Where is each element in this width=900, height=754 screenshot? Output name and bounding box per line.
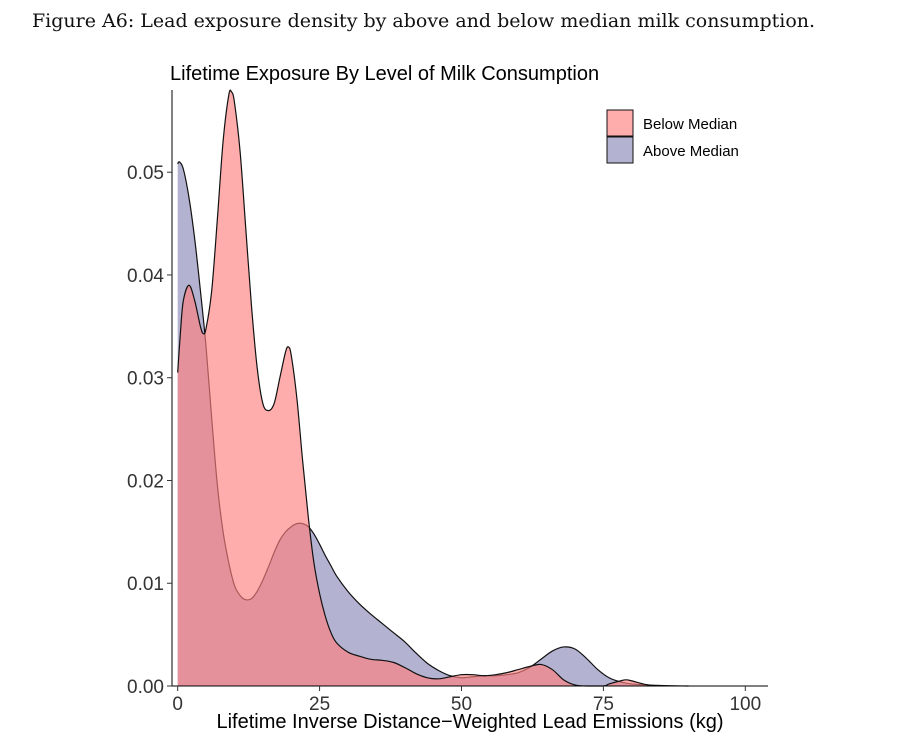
x-axis-label: Lifetime Inverse Distance−Weighted Lead …	[216, 711, 723, 733]
y-tick-label: 0.02	[127, 471, 164, 492]
x-tick-label: 0	[172, 694, 183, 715]
chart-title: Lifetime Exposure By Level of Milk Consu…	[170, 63, 599, 85]
y-tick-label: 0.03	[127, 369, 164, 390]
figure-caption: Figure A6: Lead exposure density by abov…	[32, 10, 816, 32]
y-tick-label: 0.01	[127, 574, 164, 595]
density-line-below-median	[177, 89, 655, 687]
x-tick-label: 50	[451, 694, 472, 715]
legend-label-below-median: Below Median	[643, 116, 737, 133]
axes: 0.00 0.01 0.02 0.03 0.04 0.05 0 25 50 75 100	[127, 90, 768, 715]
y-tick-label: 0.05	[127, 163, 164, 184]
x-tick-label: 25	[309, 694, 330, 715]
x-tick-label: 100	[729, 694, 761, 715]
legend: Below Median Above Median	[606, 109, 739, 164]
x-tick-label: 75	[593, 694, 614, 715]
y-tick-label: 0.00	[127, 677, 164, 698]
legend-swatch-below-median	[606, 109, 634, 137]
plot-area	[177, 89, 689, 687]
legend-label-above-median: Above Median	[643, 143, 739, 160]
legend-swatch-above-median	[606, 136, 634, 164]
y-tick-label: 0.04	[127, 266, 164, 287]
density-area-below-median	[177, 90, 655, 686]
